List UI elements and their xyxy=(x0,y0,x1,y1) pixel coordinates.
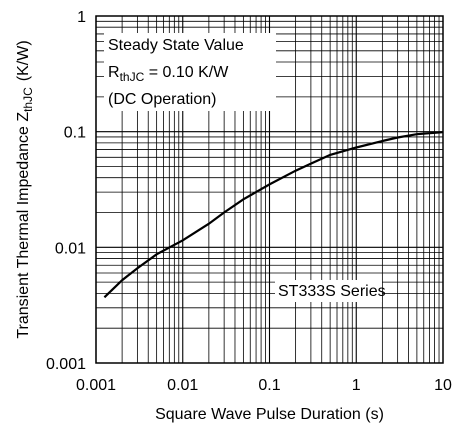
annotation-background xyxy=(104,33,276,111)
y-tick-label: 0.1 xyxy=(64,125,86,142)
x-tick-label: 0.001 xyxy=(76,377,116,394)
series-line xyxy=(103,131,444,299)
rthjc-value: = 0.10 K/W xyxy=(144,64,229,81)
rthjc-annotation: RthJC = 0.10 K/W xyxy=(108,64,229,84)
y-axis-label-unit: (K/W) xyxy=(15,40,32,81)
plot-frame xyxy=(95,15,444,364)
series-label: ST333S Series xyxy=(278,283,386,300)
y-tick-label: 1 xyxy=(77,9,86,26)
x-axis-label: Square Wave Pulse Duration (s) xyxy=(155,406,384,423)
x-tick-label: 0.1 xyxy=(258,377,280,394)
y-tick-label: 0.01 xyxy=(55,240,86,257)
steady-state-annotation: Steady State Value xyxy=(108,37,244,54)
x-tick-label: 10 xyxy=(434,377,452,394)
dc-operation-annotation: (DC Operation) xyxy=(108,91,216,108)
y-axis-label-sub: thJC xyxy=(21,87,35,112)
series-label-background xyxy=(275,280,382,302)
y-axis-label: Transient Thermal Impedance ZthJC (K/W) xyxy=(15,40,35,338)
x-tick-label: 1 xyxy=(352,377,361,394)
y-tick-label: 0.001 xyxy=(46,356,86,373)
y-axis-label-main: Transient Thermal Impedance Z xyxy=(15,112,32,339)
rthjc-sub: thJC xyxy=(120,70,145,84)
x-tick-label: 0.01 xyxy=(167,377,198,394)
tick-labels: 0.001 0.01 0.1 1 10 0.001 0.01 0.1 1 xyxy=(46,9,452,394)
rthjc-main: R xyxy=(108,64,120,81)
